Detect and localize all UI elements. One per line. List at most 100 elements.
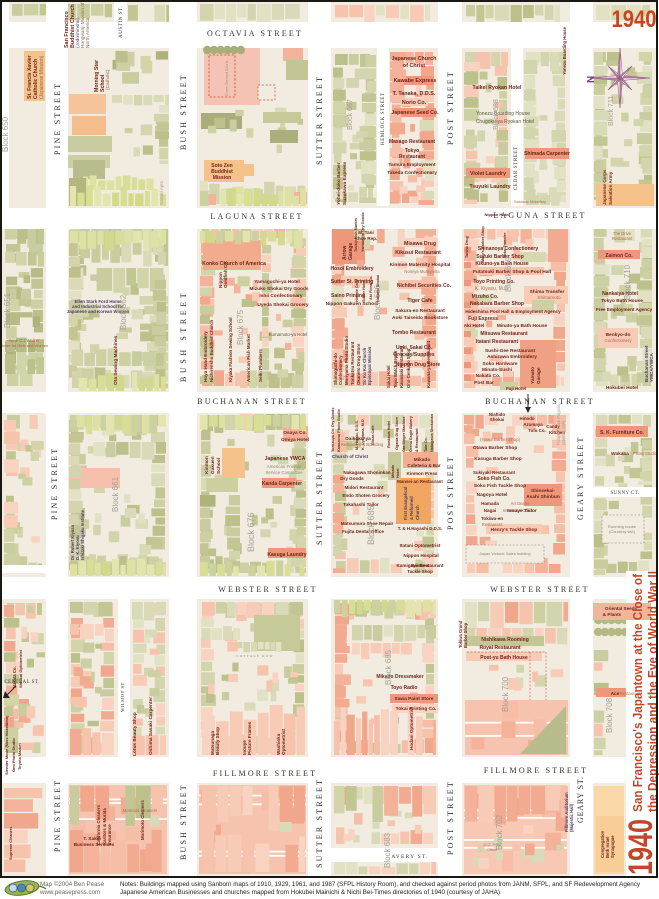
svg-text:Candy: Candy bbox=[546, 424, 560, 429]
svg-text:(Catholic): (Catholic) bbox=[105, 69, 111, 90]
svg-text:Nippon Gakuen School: Nippon Gakuen School bbox=[326, 301, 379, 307]
svg-text:Office: Office bbox=[487, 847, 498, 852]
svg-text:COTTAGE ROW: COTTAGE ROW bbox=[236, 654, 274, 658]
svg-text:Taikei Ryokan Hotel: Taikei Ryokan Hotel bbox=[473, 85, 522, 91]
svg-text:M. Tani: M. Tani bbox=[358, 230, 373, 235]
svg-text:Aki Floral Co.: Aki Floral Co. bbox=[369, 276, 373, 300]
svg-text:Mizuko Shokai Dry Goods: Mizuko Shokai Dry Goods bbox=[249, 286, 309, 292]
svg-text:Block 687: Block 687 bbox=[347, 99, 354, 130]
svg-text:Kanazono Photo Studio: Kanazono Photo Studio bbox=[337, 409, 341, 452]
svg-text:Inouye Tailor: Inouye Tailor bbox=[507, 508, 537, 514]
svg-text:Block 688: Block 688 bbox=[493, 99, 500, 130]
svg-text:WILMOT ST: WILMOT ST bbox=[120, 682, 125, 712]
svg-text:K. Uyeyama, M.D.: K. Uyeyama, M.D. bbox=[361, 418, 365, 450]
svg-text:Kumamoto-ya Hotel: Kumamoto-ya Hotel bbox=[269, 332, 308, 337]
svg-text:Block 699: Block 699 bbox=[504, 256, 513, 292]
svg-text:Yorozuya Co. Dry Goods: Yorozuya Co. Dry Goods bbox=[331, 408, 335, 452]
svg-text:Tokyo Bath House: Tokyo Bath House bbox=[601, 298, 643, 304]
svg-text:Matsunaga: Matsunaga bbox=[210, 731, 215, 755]
svg-text:Mikado Dressmaker: Mikado Dressmaker bbox=[376, 674, 423, 680]
svg-text:Map ©2004 Ben Pease: Map ©2004 Ben Pease bbox=[40, 881, 105, 888]
svg-text:Shoe Rep.: Shoe Rep. bbox=[355, 236, 377, 241]
svg-text:Kinmon Press: Kinmon Press bbox=[407, 471, 438, 476]
svg-text:of Christ: of Christ bbox=[403, 63, 425, 69]
svg-text:Matsumura Shoe Repair: Matsumura Shoe Repair bbox=[341, 521, 394, 526]
svg-text:Japan Victorie Sales building: Japan Victorie Sales building bbox=[479, 551, 530, 556]
svg-text:Wakasa: Wakasa bbox=[611, 451, 629, 457]
svg-text:SUTTER STREET: SUTTER STREET bbox=[315, 450, 324, 545]
svg-text:Shimoguchi-do: Shimoguchi-do bbox=[333, 353, 338, 385]
svg-text:AVERY ST.: AVERY ST. bbox=[391, 854, 428, 860]
svg-text:Endo Shoten Grocery: Endo Shoten Grocery bbox=[342, 493, 390, 498]
svg-text:BUSH STREET: BUSH STREET bbox=[179, 290, 188, 382]
svg-text:Japanese Seed Co.: Japanese Seed Co. bbox=[391, 110, 439, 116]
svg-text:Morning Star: Morning Star bbox=[94, 60, 100, 92]
svg-text:BUCHANAN STREET: BUCHANAN STREET bbox=[485, 397, 595, 406]
svg-text:Mormont Cleaners: Mormont Cleaners bbox=[123, 808, 157, 813]
svg-text:Inouye: Inouye bbox=[242, 740, 247, 755]
svg-text:T. Sakai: T. Sakai bbox=[83, 836, 101, 842]
svg-text:1940: 1940 bbox=[622, 819, 659, 875]
svg-text:So Ko Kai Church: So Ko Kai Church bbox=[362, 347, 367, 385]
svg-text:Rooming house: Rooming house bbox=[608, 524, 637, 529]
svg-text:Shimada Carpenter: Shimada Carpenter bbox=[524, 151, 570, 157]
svg-text:Block 711: Block 711 bbox=[608, 96, 615, 126]
svg-text:Oriental Seeds: Oriental Seeds bbox=[605, 606, 638, 611]
svg-text:Azumaya: Azumaya bbox=[523, 422, 543, 427]
svg-text:Block 661: Block 661 bbox=[111, 476, 120, 512]
svg-text:Karitors & Murata: Karitors & Murata bbox=[102, 808, 107, 845]
svg-text:Buddhist: Buddhist bbox=[211, 169, 233, 175]
svg-text:Shima Transfer: Shima Transfer bbox=[530, 289, 565, 295]
svg-text:SUTTER STREET: SUTTER STREET bbox=[315, 75, 324, 165]
svg-text:Hodani Optometrist: Hodani Optometrist bbox=[409, 707, 414, 750]
svg-text:Washioka: Washioka bbox=[276, 733, 281, 755]
svg-text:Nichibei Securities Co.: Nichibei Securities Co. bbox=[397, 283, 452, 289]
svg-text:BUSH STREET: BUSH STREET bbox=[179, 73, 188, 150]
svg-text:Moriyama Photo Studio: Moriyama Photo Studio bbox=[344, 336, 349, 385]
svg-text:Sakura-en Restaurant: Sakura-en Restaurant bbox=[395, 308, 445, 314]
svg-text:Tsuyuki Laundry: Tsuyuki Laundry bbox=[469, 184, 510, 190]
svg-text:Church of Christ: Church of Christ bbox=[332, 454, 369, 459]
svg-text:Uoki, Sakai Co.: Uoki, Sakai Co. bbox=[396, 345, 433, 351]
svg-text:Block 702: Block 702 bbox=[495, 814, 504, 850]
svg-text:K. Kiyasu, M.D.: K. Kiyasu, M.D. bbox=[475, 286, 509, 292]
svg-text:Yamato: Yamato bbox=[530, 367, 536, 384]
svg-text:Tata Co.: Tata Co. bbox=[424, 437, 428, 452]
svg-text:Catholic Church: Catholic Church bbox=[33, 59, 39, 99]
svg-text:Yonezu Boarding House: Yonezu Boarding House bbox=[476, 111, 530, 117]
svg-text:& Reformed: & Reformed bbox=[409, 496, 414, 520]
svg-text:1940: 1940 bbox=[612, 6, 657, 33]
svg-text:Omiya Hotel: Omiya Hotel bbox=[281, 437, 309, 443]
svg-text:Hamada: Hamada bbox=[481, 501, 499, 506]
svg-text:Picture Frames: Picture Frames bbox=[247, 721, 252, 755]
svg-text:Restaurant & Boarding: Restaurant & Boarding bbox=[341, 442, 384, 447]
svg-text:Ota Singer Machine: Ota Singer Machine bbox=[402, 417, 406, 452]
svg-text:Photo Studio: Photo Studio bbox=[633, 451, 658, 456]
svg-text:(Jodoshinshu): (Jodoshinshu) bbox=[75, 17, 81, 48]
svg-text:Shinkai Optometrist: Shinkai Optometrist bbox=[18, 649, 23, 688]
svg-text:Mikado: Mikado bbox=[391, 464, 395, 478]
svg-text:Tackle Shop: Tackle Shop bbox=[407, 569, 433, 574]
svg-text:Toyo Printing Co.: Toyo Printing Co. bbox=[473, 279, 515, 285]
svg-text:Ashizawa Embroidery: Ashizawa Embroidery bbox=[487, 354, 537, 360]
svg-text:POST STREET: POST STREET bbox=[446, 780, 455, 855]
svg-text:YMCA/YWCA: YMCA/YWCA bbox=[649, 352, 654, 382]
svg-text:Post-yu Bath House: Post-yu Bath House bbox=[480, 655, 528, 661]
svg-text:Japanese Corps: Japanese Corps bbox=[602, 169, 607, 205]
svg-text:Hongwanji Mission of: Hongwanji Mission of bbox=[80, 2, 86, 48]
svg-text:Japanese Church: Japanese Church bbox=[392, 56, 437, 62]
svg-text:Hinode Cafe: Hinode Cafe bbox=[355, 280, 359, 302]
svg-text:Restaurant: Restaurant bbox=[399, 154, 425, 160]
svg-text:California Cleaners: California Cleaners bbox=[96, 804, 101, 845]
svg-text:North America: North America bbox=[85, 17, 91, 48]
svg-text:Nippon Drug Store: Nippon Drug Store bbox=[396, 362, 441, 368]
svg-text:PINE STREET: PINE STREET bbox=[53, 779, 62, 852]
svg-text:Garage: Garage bbox=[536, 367, 542, 384]
svg-text:Osaya Co.: Osaya Co. bbox=[283, 430, 306, 436]
svg-text:Fujita Dental Office: Fujita Dental Office bbox=[342, 529, 384, 534]
svg-text:American Fish Market: American Fish Market bbox=[246, 334, 251, 382]
svg-text:Soko Hardware: Soko Hardware bbox=[483, 361, 518, 367]
svg-text:Nippon Hotel: Nippon Hotel bbox=[485, 212, 510, 217]
svg-text:Tokai Printing Co.: Tokai Printing Co. bbox=[396, 706, 437, 712]
svg-text:Block 685: Block 685 bbox=[366, 505, 376, 545]
